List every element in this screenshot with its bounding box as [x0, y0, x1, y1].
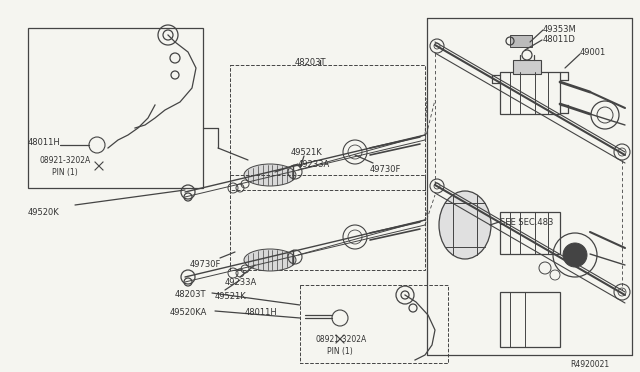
- Text: 08921-3202A: 08921-3202A: [315, 335, 366, 344]
- Bar: [510, 35, 532, 47]
- Bar: [500, 292, 560, 347]
- Bar: [28, 28, 203, 188]
- Text: 49233A: 49233A: [225, 278, 257, 287]
- Ellipse shape: [244, 249, 296, 271]
- Bar: [230, 65, 425, 190]
- Text: 49233A: 49233A: [298, 160, 330, 169]
- Bar: [500, 212, 560, 254]
- Text: 49521K: 49521K: [215, 292, 247, 301]
- Text: 08921-3202A: 08921-3202A: [40, 156, 92, 165]
- Text: 49353M: 49353M: [543, 25, 577, 34]
- Text: 49730F: 49730F: [190, 260, 221, 269]
- Bar: [513, 60, 541, 74]
- Text: 49730F: 49730F: [370, 165, 401, 174]
- Text: SEE SEC.483: SEE SEC.483: [500, 218, 554, 227]
- Ellipse shape: [439, 191, 491, 259]
- Bar: [300, 285, 448, 363]
- Text: 49001: 49001: [580, 48, 606, 57]
- Text: 48203T: 48203T: [175, 290, 207, 299]
- Ellipse shape: [244, 164, 296, 186]
- Text: 48011H: 48011H: [28, 138, 61, 147]
- Text: PIN (1): PIN (1): [327, 347, 353, 356]
- Text: R4920021: R4920021: [570, 360, 609, 369]
- Text: 49520K: 49520K: [28, 208, 60, 217]
- Text: 49521K: 49521K: [291, 148, 323, 157]
- Text: 48011D: 48011D: [543, 35, 576, 44]
- Bar: [230, 175, 425, 270]
- Circle shape: [563, 243, 587, 267]
- Text: 48203T: 48203T: [295, 58, 326, 67]
- Text: 49520KA: 49520KA: [170, 308, 207, 317]
- Bar: [500, 72, 560, 114]
- Text: 48011H: 48011H: [245, 308, 278, 317]
- Text: PIN (1): PIN (1): [52, 168, 77, 177]
